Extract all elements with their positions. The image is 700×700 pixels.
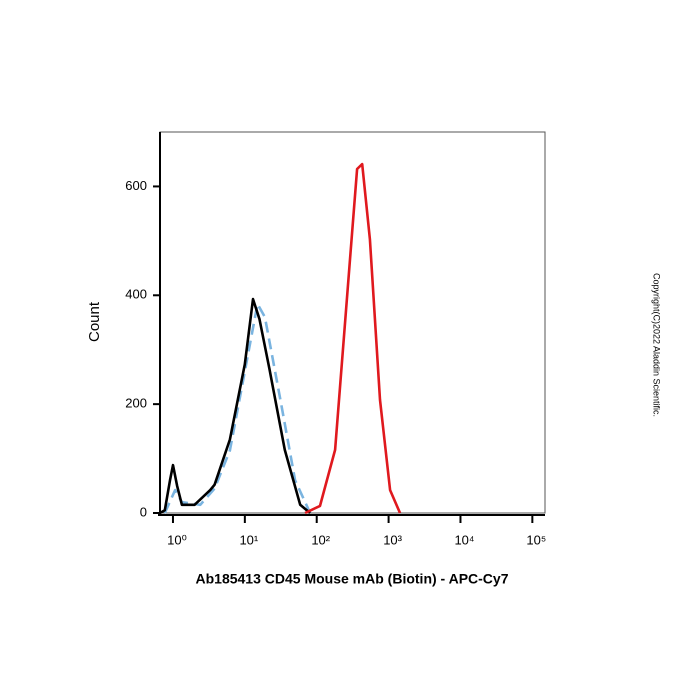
x-tick-label: 10¹ [239,532,258,547]
y-tick-label: 0 [140,504,147,519]
y-tick-label: 400 [125,287,147,302]
x-tick-label: 10⁰ [167,532,187,547]
series-line [159,297,311,515]
x-axis-title: Ab185413 CD45 Mouse mAb (Biotin) - APC-C… [196,571,509,587]
y-tick-label: 600 [125,178,147,193]
series-line [163,302,312,514]
y-tick-label: 200 [125,396,147,411]
x-tick-label: 10⁴ [454,532,474,547]
series-line [304,162,402,515]
plot-frame [159,131,546,514]
x-tick-label: 10² [311,532,330,547]
watermark: Copyright(C)2022 Aladdin Scientific. [652,273,662,417]
x-tick-label: 10⁵ [526,532,546,547]
y-axis-title: Count [86,301,103,342]
x-tick-label: 10³ [383,532,402,547]
